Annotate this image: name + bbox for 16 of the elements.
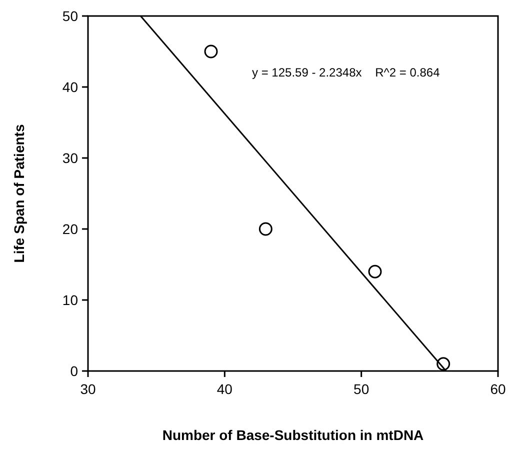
x-axis-title: Number of Base-Substitution in mtDNA	[162, 427, 424, 443]
x-tick-label: 50	[354, 381, 370, 397]
y-tick-label: 30	[62, 150, 78, 166]
point	[204, 44, 218, 58]
annotation: y = 125.59 - 2.2348x R^2 = 0.864	[252, 65, 440, 80]
x-tick-label: 30	[80, 381, 96, 397]
y-tick-label: 40	[62, 79, 78, 95]
x-tick-label: 60	[490, 381, 506, 397]
y-tick-label: 20	[62, 221, 78, 237]
y-tick-label: 10	[62, 292, 78, 308]
x-tick-label: 40	[216, 381, 233, 397]
point	[368, 264, 382, 278]
point	[258, 222, 272, 236]
y-tick-label: 50	[62, 8, 78, 24]
y-tick-label: 0	[70, 363, 78, 379]
y-axis-title: Life Span of Patients	[11, 124, 27, 263]
